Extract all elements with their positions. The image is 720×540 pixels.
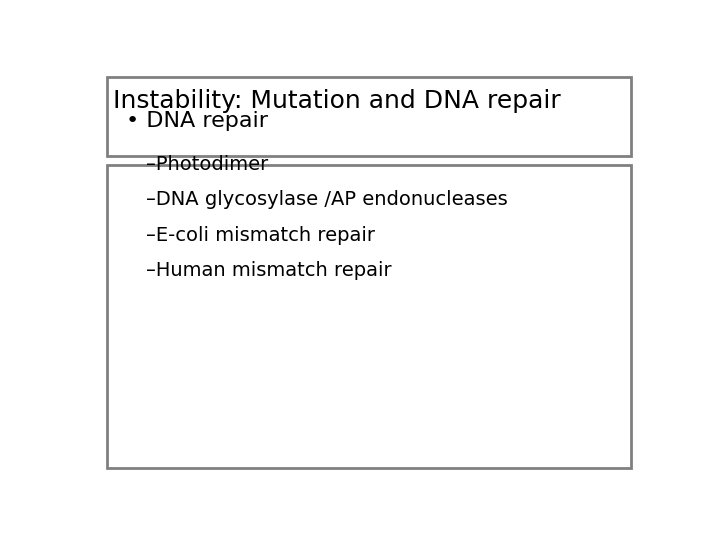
Text: –DNA glycosylase /AP endonucleases: –DNA glycosylase /AP endonucleases xyxy=(145,191,508,210)
FancyBboxPatch shape xyxy=(107,165,631,468)
Text: –E-coli mismatch repair: –E-coli mismatch repair xyxy=(145,226,375,245)
FancyBboxPatch shape xyxy=(107,77,631,156)
Text: • DNA repair: • DNA repair xyxy=(126,111,269,131)
Text: Instability: Mutation and DNA repair: Instability: Mutation and DNA repair xyxy=(114,89,561,113)
Text: –Photodimer: –Photodimer xyxy=(145,155,268,174)
Text: –Human mismatch repair: –Human mismatch repair xyxy=(145,261,392,280)
